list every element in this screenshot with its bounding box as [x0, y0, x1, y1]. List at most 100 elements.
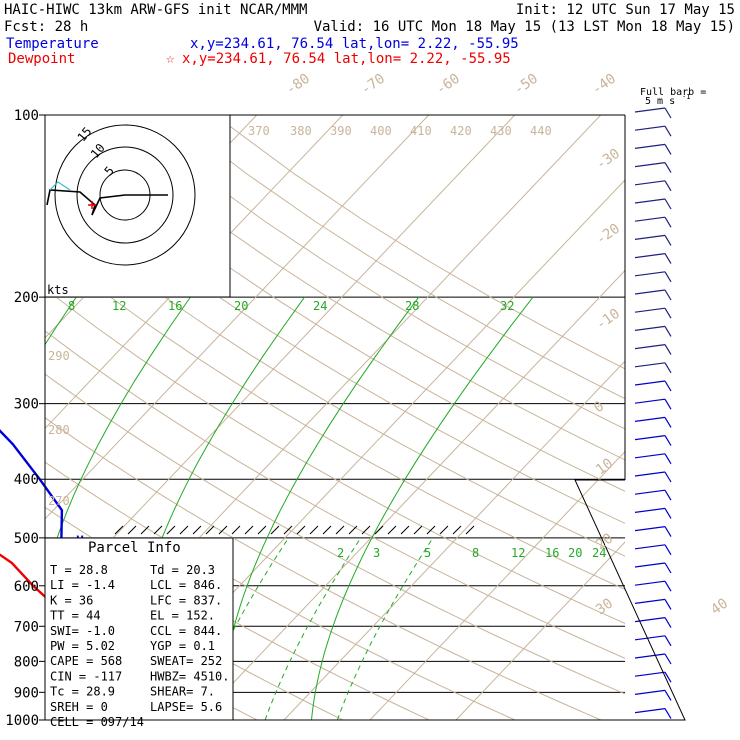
theta-label: 400: [370, 124, 392, 138]
dry-adiabat: [169, 115, 625, 400]
isotherm-label: 20: [593, 531, 616, 554]
temperature-location: x,y=234.61, 76.54 lat,lon= 2.22, -55.95: [190, 36, 519, 52]
isotherm-label: -70: [358, 71, 388, 99]
mixing-ratio-label: 2: [337, 546, 344, 560]
wind-barb: [634, 289, 666, 295]
isotherm-label: -60: [433, 71, 463, 99]
level-marker: [426, 525, 436, 535]
valid-time: Valid: 16 UTC Mon 18 May 15 (13 LST Mon …: [314, 19, 735, 35]
wind-barb: [634, 180, 666, 186]
pressure-label-500: 500: [14, 531, 39, 547]
theta-label: 270: [48, 494, 70, 508]
wind-barb: [634, 544, 666, 550]
level-marker: [309, 525, 319, 535]
parcel-row-right: Td = 20.3: [150, 563, 215, 577]
parcel-row-left: SREH = 0: [50, 700, 108, 714]
wind-barb: [634, 489, 666, 495]
wind-barb: [664, 544, 672, 556]
wind-barb: [664, 307, 672, 319]
parcel-info-panel: Parcel Info T = 28.8 Td = 20.3 LI = -1.4 LCL…: [44, 537, 234, 729]
isotherm-label: -30: [593, 146, 623, 174]
isotherm-label: 40: [708, 596, 731, 619]
data-point: [61, 509, 63, 511]
wind-barb: [664, 526, 672, 537]
theta-label: 280: [48, 423, 70, 437]
parcel-row-right: LAPSE= 5.6: [150, 700, 222, 714]
parcel-row-right: EL = 152.: [150, 609, 215, 623]
dry-adiabat: [45, 373, 625, 695]
level-marker: [296, 525, 306, 535]
wind-barb: [664, 671, 672, 683]
pressure-label-400: 400: [14, 472, 39, 488]
wind-barb: [634, 325, 666, 331]
mixing-ratio-label: 24: [592, 546, 606, 560]
legend-dewpoint: Dewpoint: [8, 51, 75, 67]
wind-barb: [634, 689, 666, 695]
legend-temperature: Temperature: [6, 36, 99, 52]
mixing-ratio-label: 12: [511, 546, 525, 560]
storm-motion-icon: [88, 201, 96, 209]
mixing-ratio-label: 12: [112, 299, 126, 313]
pressure-label-1000: 1000: [5, 713, 39, 729]
wind-barb: [634, 598, 666, 604]
dry-adiabat: [45, 162, 625, 524]
wind-barb: [634, 362, 666, 368]
parcel-row-right: SWEAT= 252: [150, 654, 222, 668]
wind-barb: [634, 143, 666, 149]
parcel-row-left: K = 36: [50, 593, 93, 607]
wind-barb: [664, 162, 672, 173]
wind-barb: [634, 380, 666, 386]
mixing-ratio-label: 8: [68, 299, 75, 313]
theta-label: 440: [530, 124, 552, 138]
parcel-row-right: CCL = 844.: [150, 624, 222, 638]
wind-barb: [664, 398, 672, 410]
dry-adiabat: [214, 115, 625, 370]
theta-label: 370: [248, 124, 270, 138]
wind-barb: [634, 453, 666, 459]
level-marker: [257, 525, 267, 535]
level-marker: [387, 525, 397, 535]
mixing-ratio-label: 16: [168, 299, 182, 313]
level-marker: [218, 525, 228, 535]
dry-adiabat: [45, 203, 625, 557]
parcel-row-right: HWBZ= 4510.: [150, 669, 229, 683]
forecast-hour: Fcst: 28 h: [4, 19, 88, 35]
level-marker: [335, 525, 345, 535]
isotherm: [283, 360, 625, 720]
mixing-ratio-line: [264, 537, 362, 720]
wind-barb: [664, 380, 672, 392]
wind-barbs: [634, 107, 672, 719]
parcel-row-left: SWI= -1.0: [50, 624, 115, 638]
wind-barb: [634, 671, 666, 677]
wind-barb: [634, 307, 666, 313]
wind-barb: [664, 107, 672, 119]
wind-barb: [634, 271, 666, 277]
dry-adiabat: [45, 330, 625, 659]
wind-barb: [664, 216, 672, 228]
dry-adiabat: [45, 121, 625, 492]
level-marker: [270, 525, 280, 535]
dry-adiabat: [45, 245, 625, 590]
mixing-ratio-label: 28: [405, 299, 419, 313]
level-marker: [374, 525, 384, 535]
wind-barb: [664, 417, 672, 428]
hodograph-upper-trace: [49, 181, 71, 191]
level-marker: [413, 525, 423, 535]
hodograph-trace: [46, 189, 168, 216]
wind-barb: [634, 198, 666, 204]
pressure-label-300: 300: [14, 397, 39, 413]
level-marker: [322, 525, 332, 535]
isotherm-label: 10: [593, 456, 616, 479]
parcel-row-left: CELL = 097/14: [50, 715, 144, 729]
level-marker: [465, 525, 475, 535]
wind-barb: [634, 398, 666, 404]
wind-barb: [664, 271, 672, 283]
pressure-axis: 100 200 300 400 500 600 700 800 900 1000 -80 -70 -60…: [5, 71, 731, 729]
mixing-ratio-label: 8: [472, 546, 479, 560]
wind-barb: [634, 344, 666, 350]
wind-barb: [634, 526, 666, 532]
parcel-row-right: LCL = 846.: [150, 578, 222, 592]
wind-barb: [664, 635, 672, 647]
wind-barb: [664, 144, 672, 155]
wind-barb: [634, 507, 666, 513]
